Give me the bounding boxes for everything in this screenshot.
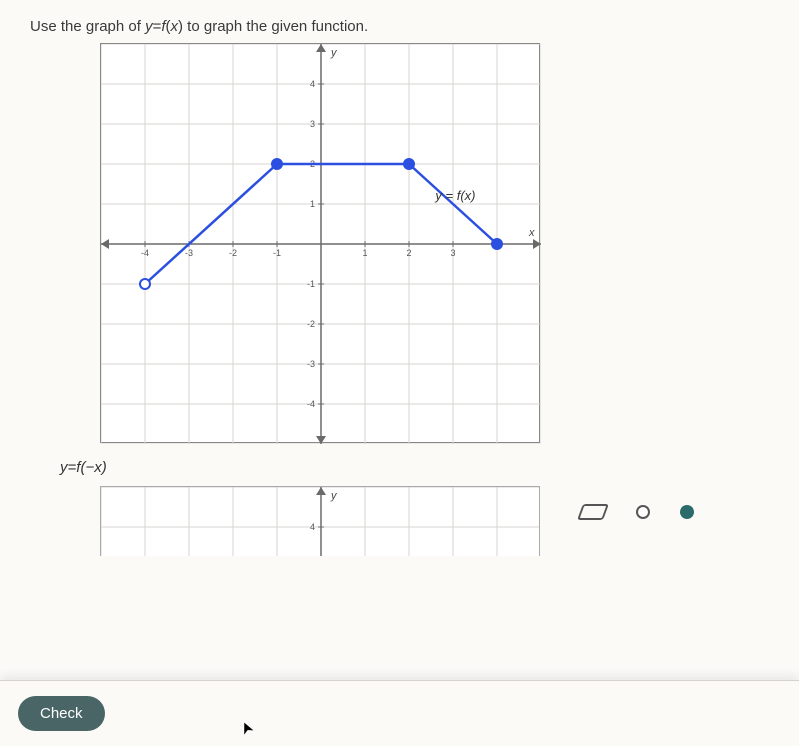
svg-text:1: 1	[362, 248, 367, 258]
closed-point-icon[interactable]	[680, 505, 694, 519]
svg-text:-1: -1	[307, 279, 315, 289]
svg-text:y: y	[330, 490, 338, 502]
svg-text:-3: -3	[185, 248, 193, 258]
svg-text:-2: -2	[229, 248, 237, 258]
eraser-icon[interactable]	[577, 504, 609, 520]
main-graph: 123-4-3-2-11234-1-2-3-4yxy = f(x)	[100, 43, 540, 443]
svg-text:x: x	[528, 227, 535, 239]
svg-text:-3: -3	[307, 359, 315, 369]
cursor-icon: ➤	[235, 718, 259, 739]
question-prompt: Use the graph of y=f(x) to graph the giv…	[30, 18, 769, 35]
svg-text:y = f(x): y = f(x)	[434, 188, 475, 203]
svg-text:y: y	[330, 47, 338, 59]
svg-text:-4: -4	[307, 399, 315, 409]
svg-text:4: 4	[310, 79, 315, 89]
check-button[interactable]: Check	[18, 696, 105, 731]
bottom-toolbar: Check ➤	[0, 680, 799, 746]
svg-text:-4: -4	[141, 248, 149, 258]
graph-toolbox	[580, 486, 694, 520]
svg-text:3: 3	[310, 119, 315, 129]
open-point-icon[interactable]	[636, 505, 650, 519]
svg-text:3: 3	[450, 248, 455, 258]
target-expression: y=f(−x)	[60, 459, 769, 476]
svg-text:2: 2	[406, 248, 411, 258]
svg-text:-2: -2	[307, 319, 315, 329]
svg-text:4: 4	[310, 522, 315, 532]
svg-text:1: 1	[310, 199, 315, 209]
answer-graph[interactable]: y4	[100, 486, 540, 556]
svg-text:-1: -1	[273, 248, 281, 258]
